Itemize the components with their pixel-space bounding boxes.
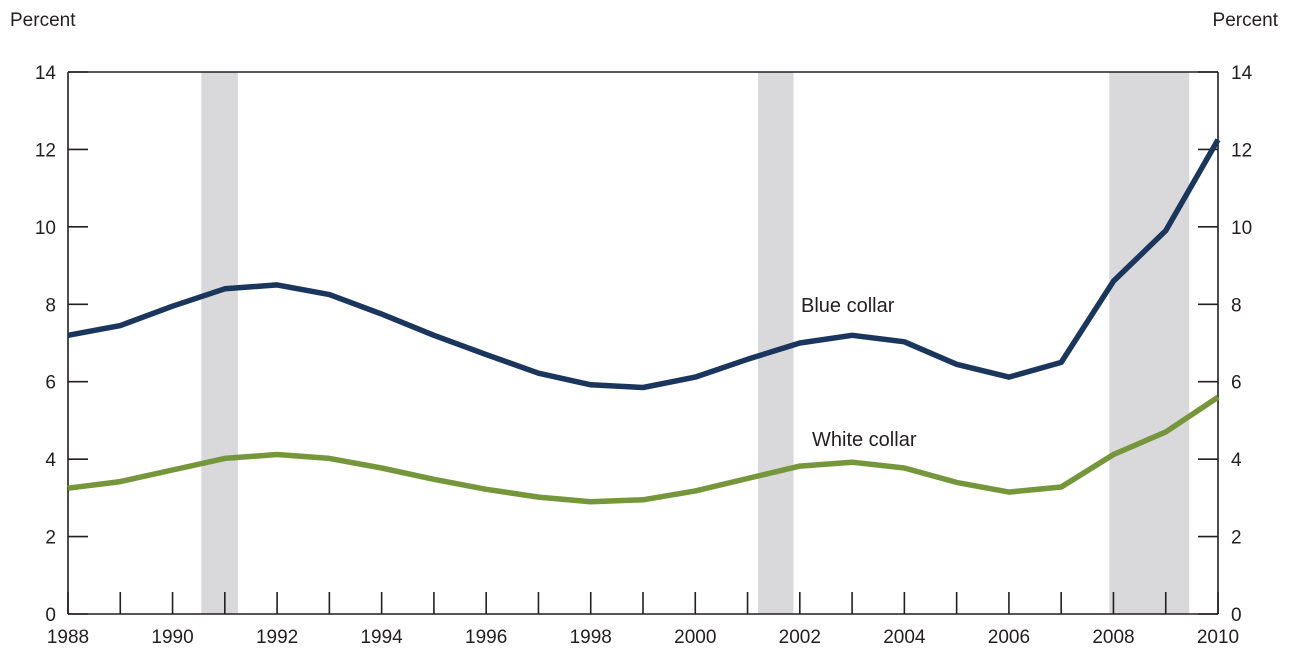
x-tick-label-2000: 2000: [674, 627, 716, 648]
x-tick-label-2004: 2004: [883, 627, 926, 648]
y-tick-label-left-14: 14: [35, 63, 57, 84]
series-group: [67, 138, 1221, 505]
left-axis-title: Percent: [10, 10, 76, 31]
x-tick-label-1994: 1994: [360, 627, 403, 648]
x-tick-label-1992: 1992: [256, 627, 298, 648]
recession-band-2: [758, 72, 794, 614]
series-label-blue-collar: Blue collar: [801, 295, 895, 317]
y-tick-label-left-0: 0: [45, 605, 56, 626]
series-line-blue-collar: [67, 138, 1221, 391]
y-tick-label-left-4: 4: [45, 450, 56, 471]
series-line-white-collar: [67, 394, 1220, 505]
x-tick-label-1988: 1988: [47, 627, 89, 648]
y-tick-label-right-8: 8: [1231, 295, 1242, 316]
x-tick-label-2002: 2002: [779, 627, 821, 648]
y-tick-label-left-10: 10: [35, 218, 56, 239]
series-label-white-collar: White collar: [812, 429, 917, 451]
x-tick-label-1996: 1996: [465, 627, 507, 648]
right-axis-title: Percent: [1213, 10, 1279, 31]
recession-shading-group: [201, 72, 1190, 614]
x-tick-label-2008: 2008: [1092, 627, 1134, 648]
recession-band-1: [201, 72, 238, 614]
y-tick-label-right-10: 10: [1231, 218, 1252, 239]
recession-band-3: [1109, 72, 1190, 614]
y-tick-label-right-14: 14: [1231, 63, 1253, 84]
x-tick-label-1990: 1990: [151, 627, 193, 648]
y-tick-label-right-4: 4: [1231, 450, 1242, 471]
x-tick-label-1998: 1998: [570, 627, 612, 648]
y-tick-label-left-2: 2: [45, 528, 56, 549]
y-tick-label-right-6: 6: [1231, 373, 1242, 394]
x-tick-label-2006: 2006: [988, 627, 1030, 648]
axes-group: 0 0 2 2 4 4 6 6 8 8 10 10 12 12 14 14 1988 1990 1992 1994 19…: [35, 63, 1253, 648]
x-tick-label-2010: 2010: [1197, 627, 1239, 648]
y-tick-label-left-8: 8: [45, 295, 56, 316]
y-tick-label-right-0: 0: [1231, 605, 1242, 626]
y-tick-label-right-2: 2: [1231, 528, 1242, 549]
y-tick-label-left-6: 6: [45, 373, 56, 394]
y-tick-label-right-12: 12: [1231, 140, 1252, 161]
y-tick-label-left-12: 12: [35, 140, 56, 161]
